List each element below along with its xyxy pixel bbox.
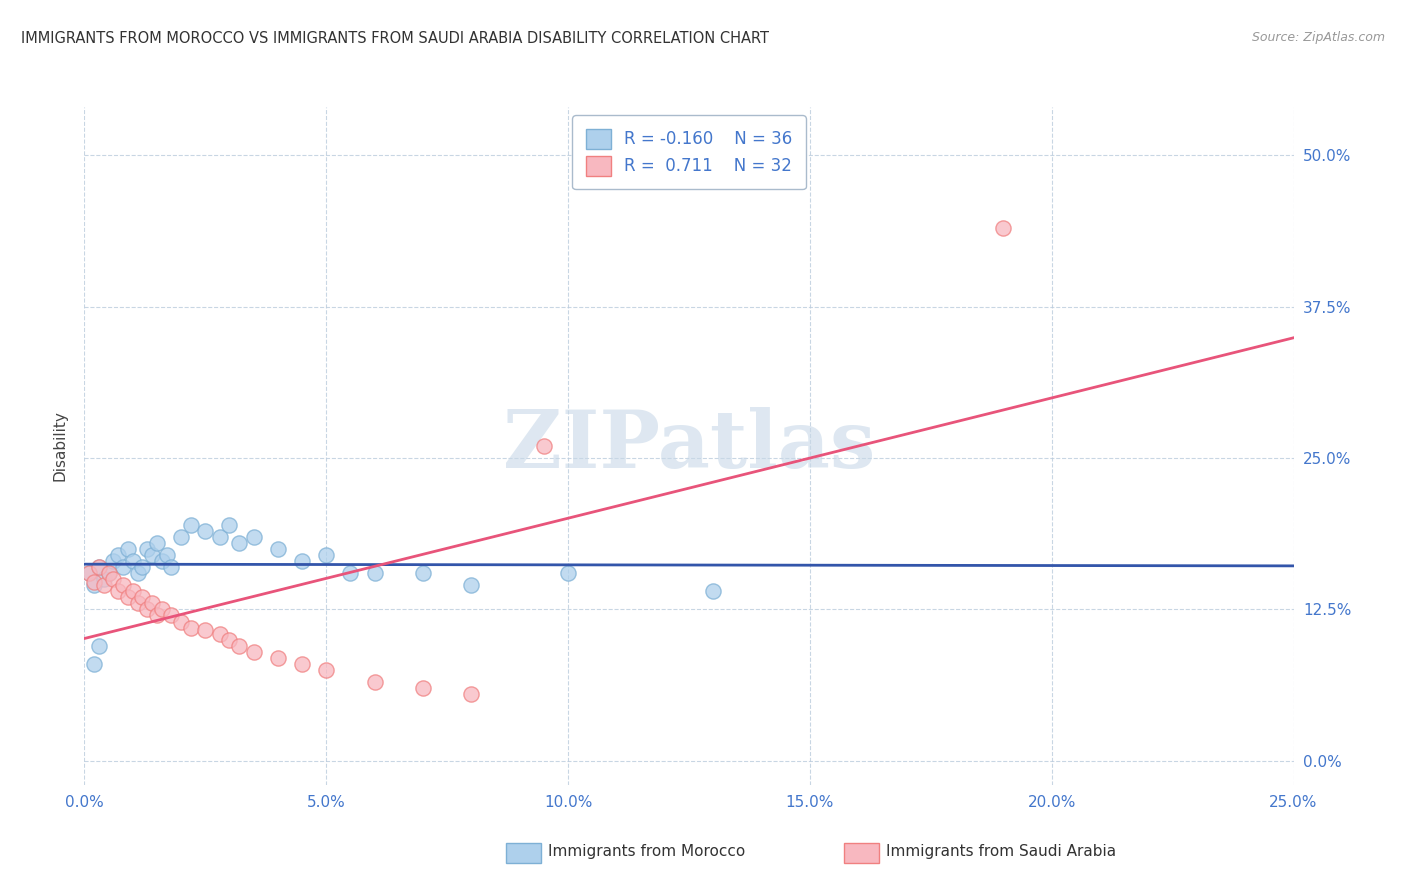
Point xyxy=(155,548,177,562)
Point xyxy=(127,596,149,610)
Point xyxy=(993,221,1015,235)
Point xyxy=(160,608,183,623)
Point xyxy=(83,578,105,592)
Point xyxy=(228,536,250,550)
Point xyxy=(141,596,163,610)
Point xyxy=(180,621,202,635)
Point xyxy=(121,554,143,568)
Point xyxy=(87,560,110,574)
Point xyxy=(291,554,314,568)
Point xyxy=(150,602,173,616)
Text: Immigrants from Morocco: Immigrants from Morocco xyxy=(548,845,745,859)
Point xyxy=(291,657,314,671)
Point xyxy=(557,566,579,580)
Point xyxy=(77,566,100,580)
Point xyxy=(267,541,290,556)
Point xyxy=(315,663,337,677)
Point xyxy=(83,574,105,589)
Point xyxy=(146,608,169,623)
Point xyxy=(131,591,153,605)
Point xyxy=(208,626,231,640)
Point xyxy=(87,639,110,653)
Point xyxy=(460,578,482,592)
Point xyxy=(117,591,139,605)
Point xyxy=(218,632,240,647)
Point xyxy=(136,602,159,616)
Point xyxy=(267,651,290,665)
Point xyxy=(170,615,193,629)
Point xyxy=(339,566,361,580)
Point xyxy=(112,578,135,592)
Point xyxy=(242,645,264,659)
Text: ZIPatlas: ZIPatlas xyxy=(503,407,875,485)
Point xyxy=(121,584,143,599)
Point xyxy=(315,548,337,562)
Text: Source: ZipAtlas.com: Source: ZipAtlas.com xyxy=(1251,31,1385,45)
Point xyxy=(93,572,115,586)
Y-axis label: Disability: Disability xyxy=(52,410,67,482)
Point xyxy=(208,530,231,544)
Point xyxy=(93,578,115,592)
Point xyxy=(533,439,555,453)
Point xyxy=(412,681,434,695)
Text: Immigrants from Saudi Arabia: Immigrants from Saudi Arabia xyxy=(886,845,1116,859)
Point xyxy=(117,541,139,556)
Legend: R = -0.160    N = 36, R =  0.711    N = 32: R = -0.160 N = 36, R = 0.711 N = 32 xyxy=(572,115,806,189)
Point xyxy=(103,554,125,568)
Text: IMMIGRANTS FROM MOROCCO VS IMMIGRANTS FROM SAUDI ARABIA DISABILITY CORRELATION C: IMMIGRANTS FROM MOROCCO VS IMMIGRANTS FR… xyxy=(21,31,769,46)
Point xyxy=(412,566,434,580)
Point xyxy=(242,530,264,544)
Point xyxy=(136,541,159,556)
Point xyxy=(194,524,217,538)
Point xyxy=(87,560,110,574)
Point xyxy=(107,584,129,599)
Point xyxy=(107,548,129,562)
Point xyxy=(77,566,100,580)
Point xyxy=(228,639,250,653)
Point xyxy=(460,687,482,701)
Point xyxy=(170,530,193,544)
Point xyxy=(131,560,153,574)
Point xyxy=(180,517,202,532)
Point xyxy=(83,657,105,671)
Point xyxy=(141,548,163,562)
Point xyxy=(146,536,169,550)
Point xyxy=(127,566,149,580)
Point xyxy=(218,517,240,532)
Point xyxy=(363,675,385,690)
Point xyxy=(194,623,217,637)
Point xyxy=(160,560,183,574)
Point xyxy=(363,566,385,580)
Point xyxy=(702,584,724,599)
Point xyxy=(150,554,173,568)
Point xyxy=(112,560,135,574)
Point xyxy=(103,572,125,586)
Point xyxy=(97,566,120,580)
Point xyxy=(97,566,120,580)
